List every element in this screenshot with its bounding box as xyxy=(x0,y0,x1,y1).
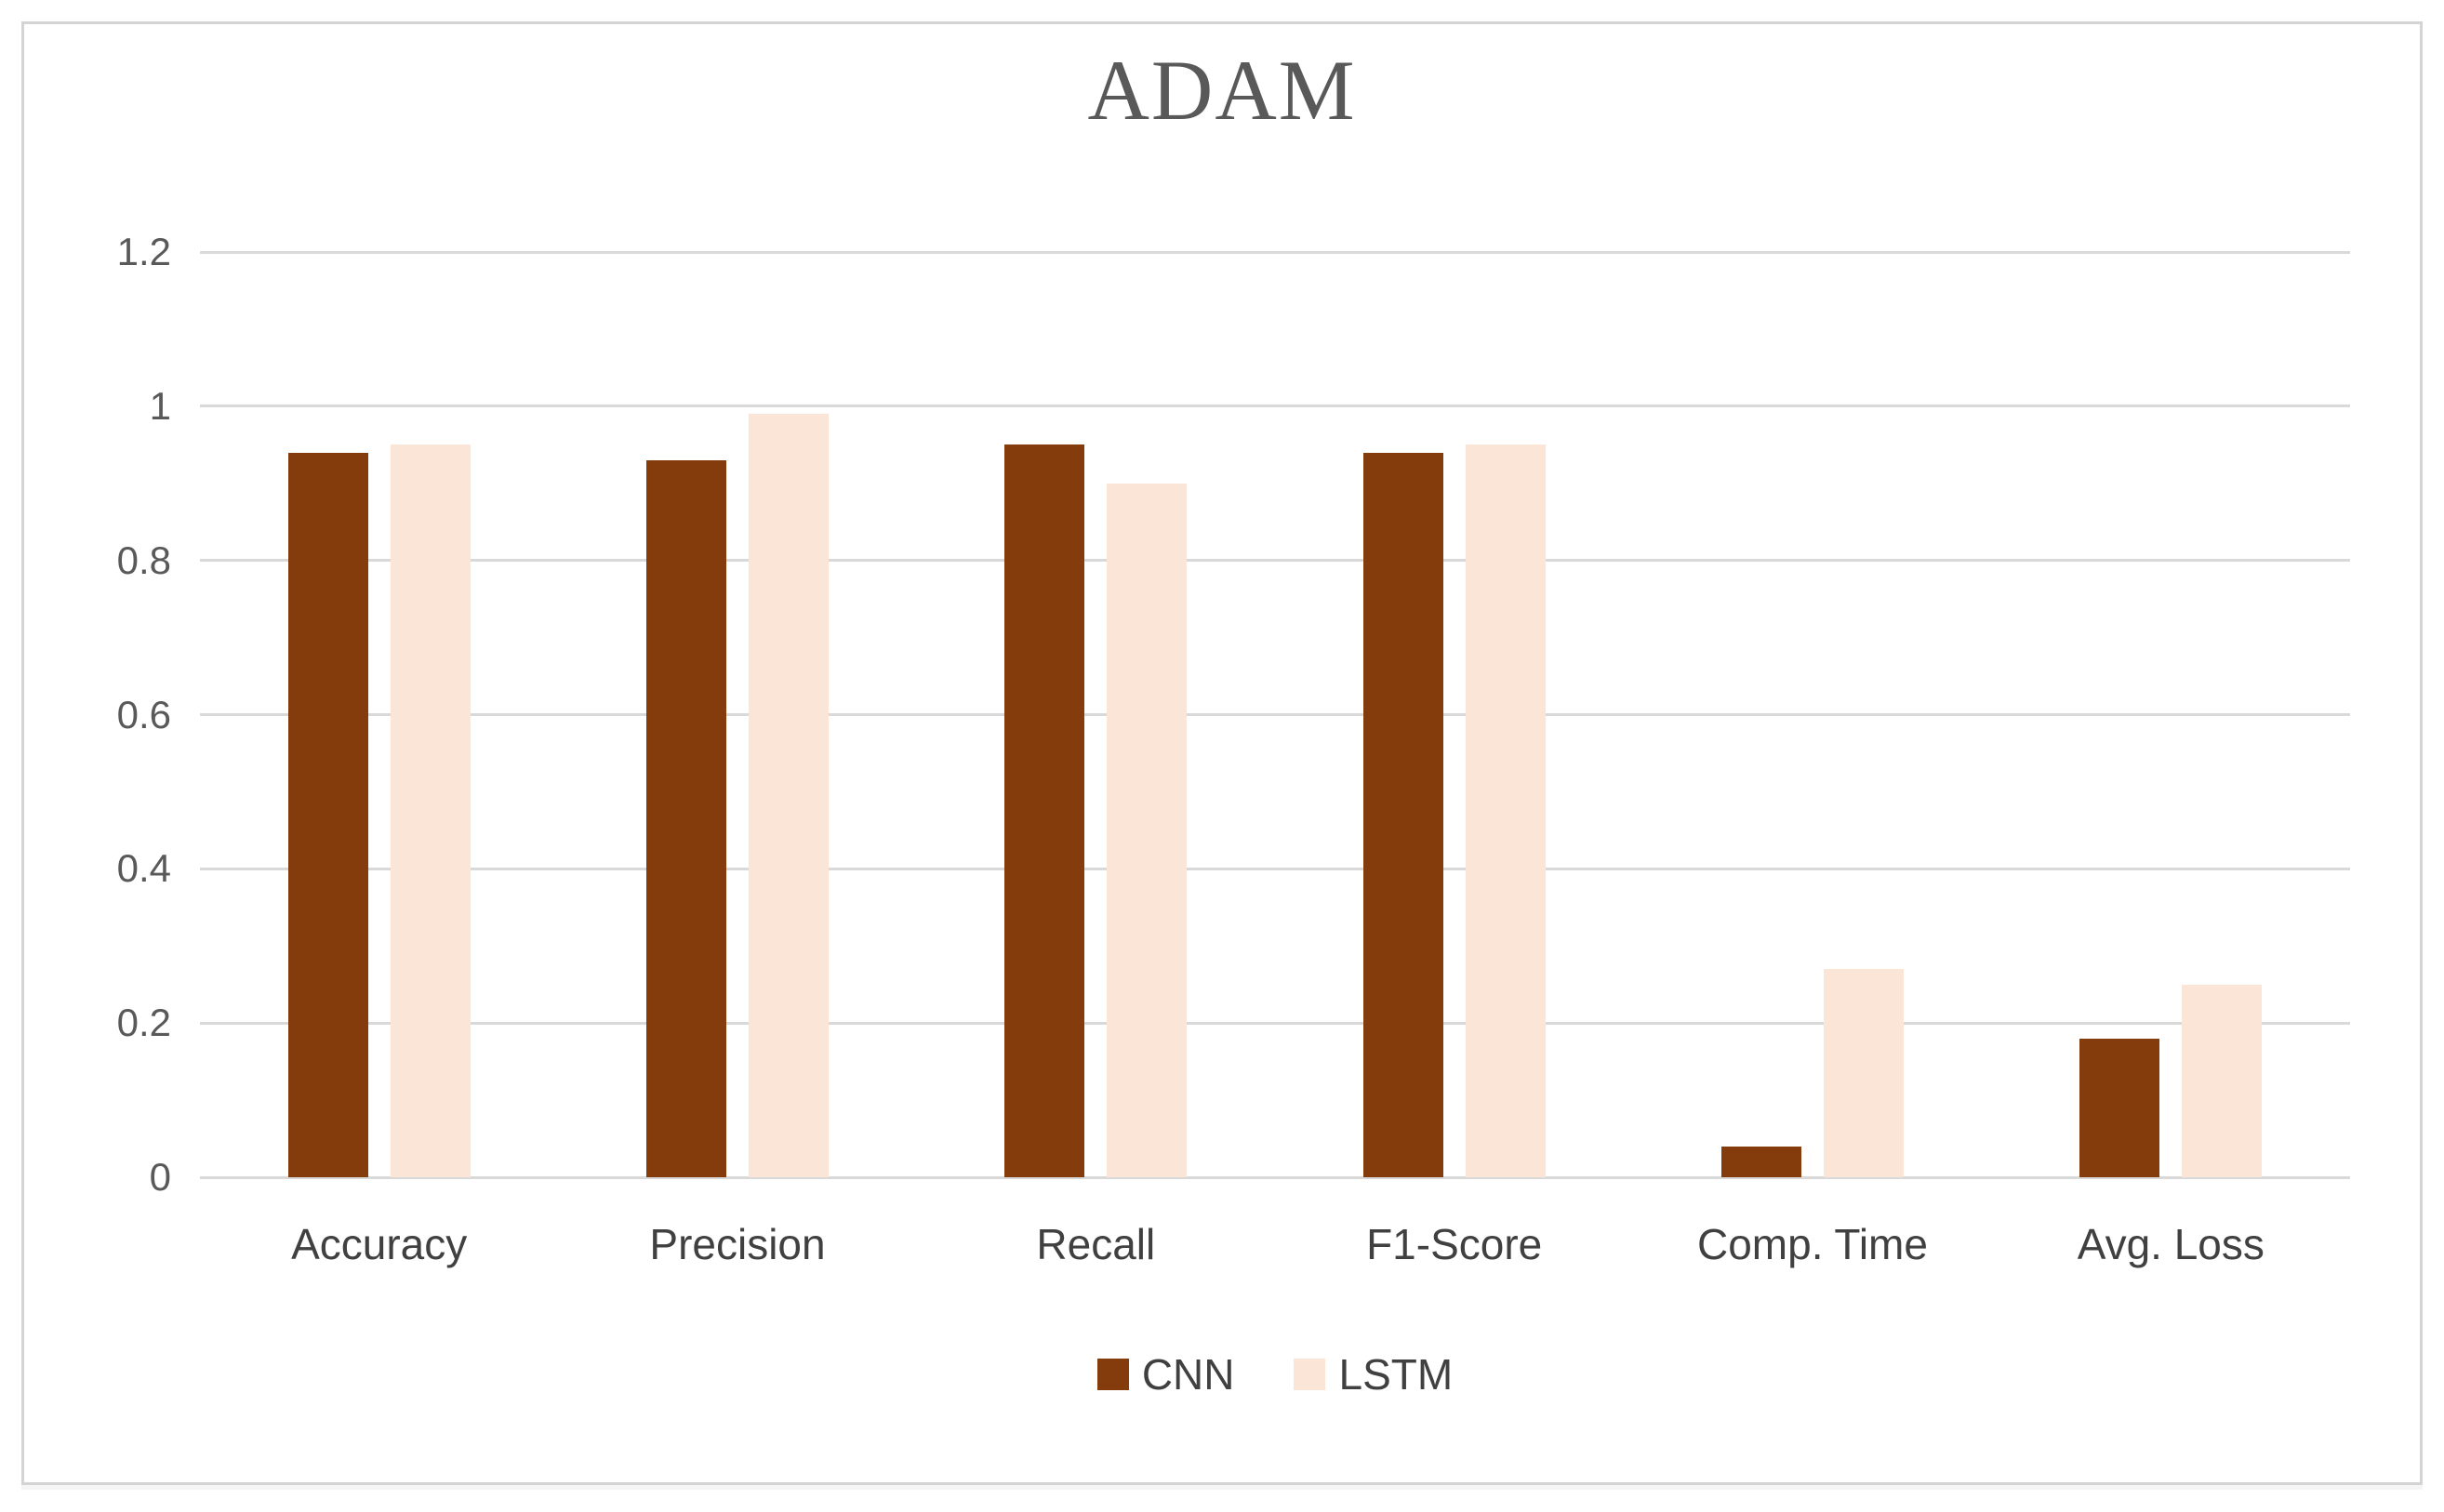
legend: CNN LSTM xyxy=(200,1349,2350,1399)
bar-cnn-accuracy xyxy=(287,452,368,1177)
x-tick-label: F1-Score xyxy=(1366,1220,1543,1268)
category-group xyxy=(558,252,916,1177)
bar-cnn-recall xyxy=(1004,444,1085,1177)
x-tick-label: Recall xyxy=(1036,1220,1156,1268)
y-tick-label: 0.8 xyxy=(116,537,171,582)
legend-swatch-cnn xyxy=(1096,1359,1129,1390)
legend-swatch-lstm xyxy=(1294,1359,1326,1390)
category-group xyxy=(917,252,1275,1177)
gridline xyxy=(200,1175,2350,1179)
gridline xyxy=(200,405,2350,408)
bar-cnn-comp-time xyxy=(1720,1146,1801,1177)
bars-container xyxy=(200,252,2350,1177)
y-tick-label: 0 xyxy=(149,1155,171,1199)
x-tick-label: Accuracy xyxy=(291,1220,468,1268)
bar-cnn-precision xyxy=(645,459,726,1177)
y-tick-label: 0.4 xyxy=(116,846,171,891)
y-tick-label: 1.2 xyxy=(116,230,171,273)
x-axis-labels: Accuracy Precision Recall F1-Score Comp. Tim… xyxy=(200,1219,2350,1269)
bar-cnn-avg-loss xyxy=(2079,1038,2160,1177)
bar-cnn-f1-score xyxy=(1362,452,1443,1177)
legend-label: LSTM xyxy=(1338,1350,1454,1399)
bar-lstm-f1-score xyxy=(1465,444,1546,1177)
gridline xyxy=(200,713,2350,716)
bar-lstm-avg-loss xyxy=(2182,984,2263,1177)
bar-lstm-accuracy xyxy=(390,444,471,1177)
category-group xyxy=(1992,252,2350,1177)
category-group xyxy=(1275,252,1633,1177)
chart-frame: ADAM 0 0.2 0.4 0.6 0.8 1 1.2 Accuracy Precision… xyxy=(21,21,2423,1485)
x-tick-label: Comp. Time xyxy=(1697,1220,1928,1268)
gridline xyxy=(200,867,2350,870)
legend-item-lstm: LSTM xyxy=(1294,1349,1453,1399)
legend-label: CNN xyxy=(1141,1350,1235,1399)
legend-item-cnn: CNN xyxy=(1096,1349,1235,1399)
gridline xyxy=(200,559,2350,563)
x-tick-label: Precision xyxy=(649,1220,826,1268)
plot-area xyxy=(200,250,2350,1179)
gridline xyxy=(200,1021,2350,1025)
y-tick-label: 0.2 xyxy=(116,1001,171,1045)
chart-title: ADAM xyxy=(1087,43,1357,138)
gridline xyxy=(200,250,2350,254)
category-group xyxy=(200,252,558,1177)
category-group xyxy=(1633,252,1991,1177)
bar-lstm-precision xyxy=(748,414,829,1177)
y-tick-label: 0.6 xyxy=(116,692,171,736)
y-tick-label: 1 xyxy=(149,383,171,428)
bar-lstm-comp-time xyxy=(1823,969,1904,1177)
x-tick-label: Avg. Loss xyxy=(2077,1220,2265,1268)
bar-lstm-recall xyxy=(1107,483,1188,1177)
